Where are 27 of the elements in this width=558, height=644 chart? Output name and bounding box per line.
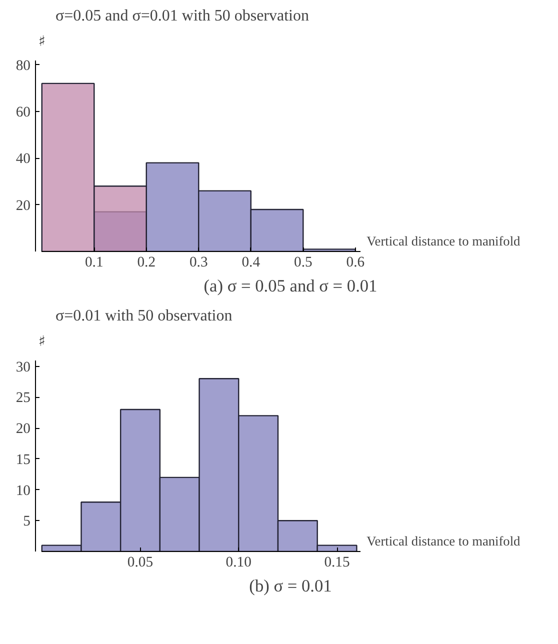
x-tick-label: 0.10 <box>226 554 252 570</box>
y-tick-label: 20 <box>16 421 30 438</box>
x-tick-label: 0.2 <box>137 254 156 270</box>
x-tick-label: 0.6 <box>346 254 365 270</box>
x-tick-label: 0.1 <box>84 254 104 270</box>
x-axis-title: Vertical distance to manifold <box>366 534 521 548</box>
chart-title: σ=0.01 with 50 observation <box>56 308 232 324</box>
text: (b) σ = 0.01 <box>249 576 332 596</box>
y-tick-label: 80 <box>16 58 30 74</box>
y-tick-label: 60 <box>16 104 30 120</box>
x-tick-label: 0.4 <box>242 254 261 270</box>
x-tick-label: 0.15 <box>324 554 350 570</box>
text: (a) σ = 0.05 and σ = 0.01 <box>204 276 378 296</box>
x-tick-label: 0.05 <box>127 554 154 570</box>
y-tick-label: 30 <box>16 359 30 376</box>
y-tick-label: 25 <box>16 390 30 406</box>
chart-title: σ=0.05 and σ=0.01 with 50 observation <box>56 8 309 24</box>
x-tick-label: 0.3 <box>189 254 208 270</box>
x-axis-title: Vertical distance to manifold <box>366 234 521 248</box>
y-axis-title: ♯ <box>38 333 46 350</box>
y-tick-label: 20 <box>16 198 30 214</box>
y-tick-label: 5 <box>23 514 30 530</box>
y-tick-label: 15 <box>16 452 30 468</box>
x-tick-label: 0.5 <box>294 254 312 270</box>
y-axis-title: ♯ <box>38 33 46 50</box>
y-tick-label: 10 <box>16 482 30 499</box>
y-tick-label: 40 <box>16 151 30 168</box>
